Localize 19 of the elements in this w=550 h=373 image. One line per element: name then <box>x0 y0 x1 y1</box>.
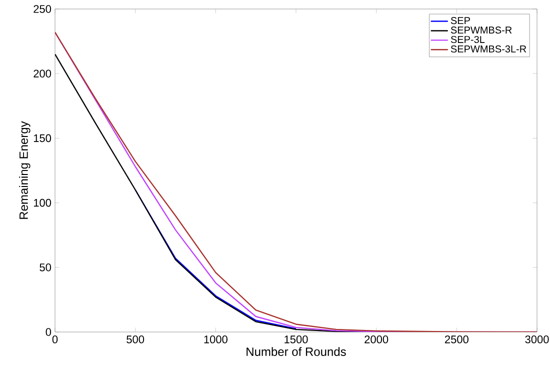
y-tick-label: 100 <box>34 198 52 207</box>
legend-label: SEP-3L <box>450 36 485 44</box>
x-tick-label: 2500 <box>444 336 468 344</box>
x-tick-label: 1000 <box>204 336 228 344</box>
x-tick-label: 0 <box>52 336 58 344</box>
y-axis-title: Remaining Energy <box>19 121 30 219</box>
x-tick-label: 2000 <box>364 336 388 344</box>
y-tick-label: 200 <box>34 70 52 78</box>
y-tick-label: 0 <box>46 328 52 336</box>
y-tick-label: 250 <box>34 5 52 13</box>
y-tick-label: 150 <box>34 134 52 142</box>
x-tick-label: 3000 <box>525 336 549 344</box>
legend-label: SEP <box>450 17 470 24</box>
x-tick-label: 500 <box>126 336 144 344</box>
x-axis-title: Number of Rounds <box>246 347 346 356</box>
y-tick-label: 50 <box>40 264 52 272</box>
legend-label: SEPWMBS-R <box>450 26 512 34</box>
x-tick-label: 1500 <box>284 336 308 344</box>
legend-label: SEPWMBS-3L-R <box>450 45 526 52</box>
